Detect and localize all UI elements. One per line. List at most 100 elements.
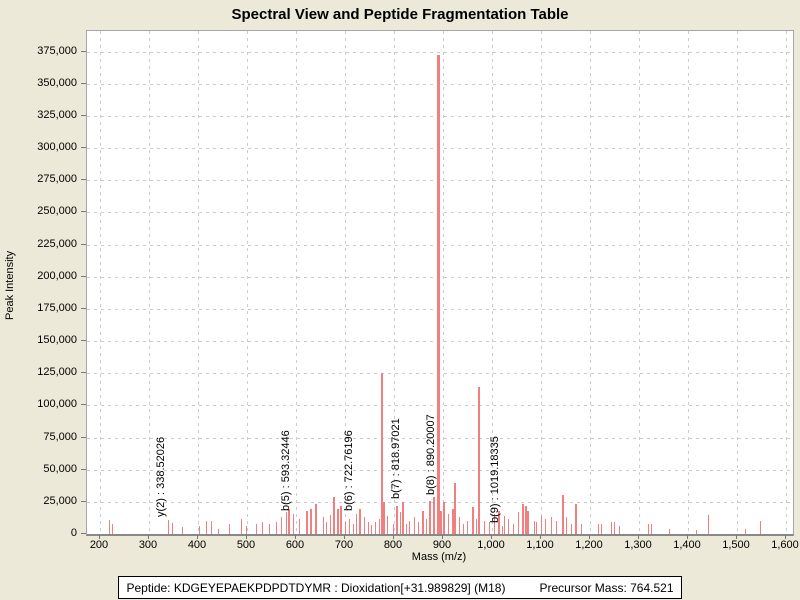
gridline-vertical [492, 31, 493, 534]
peak [551, 517, 552, 534]
peak [218, 528, 219, 534]
peak [513, 523, 514, 534]
gridline-vertical [149, 31, 150, 534]
y-tick-label: 175,000 [37, 301, 77, 314]
x-tick [540, 535, 541, 539]
x-tick [638, 535, 639, 539]
peak [400, 512, 401, 534]
peak [575, 504, 577, 534]
x-tick-label: 800 [383, 539, 403, 551]
peak [454, 482, 456, 534]
peak [489, 522, 490, 534]
peak [581, 523, 582, 534]
x-axis-title: Mass (m/z) [411, 551, 467, 563]
x-tick [393, 535, 394, 539]
x-tick-label: 300 [138, 539, 158, 551]
peak [467, 521, 468, 534]
x-tick-label: 500 [236, 539, 256, 551]
x-tick-label: 1,300 [624, 539, 652, 551]
peak [306, 510, 308, 534]
peak [476, 518, 477, 534]
gridline-horizontal [87, 83, 793, 85]
peak [504, 515, 505, 534]
y-tick [81, 533, 86, 534]
gridline-horizontal [87, 308, 793, 310]
y-tick [81, 468, 86, 470]
y-tick-label: 225,000 [37, 237, 77, 250]
peak [262, 522, 263, 534]
x-tick [148, 535, 149, 539]
y-tick [81, 211, 86, 213]
peak [502, 525, 503, 534]
peak-annotation: y(2) : 338.52026 [155, 437, 167, 518]
y-tick-label: 200,000 [37, 269, 77, 282]
peak [440, 510, 442, 534]
peak [426, 518, 427, 534]
gridline-horizontal [87, 51, 793, 53]
peak [379, 518, 380, 534]
peak [211, 520, 212, 534]
y-tick-label: 275,000 [37, 173, 77, 186]
y-tick-label: 25,000 [43, 494, 77, 507]
y-tick-label: 50,000 [43, 462, 77, 475]
peptide-info-bar: Peptide: KDGEYEPAEKPDPDTDYMR : Dioxidati… [118, 576, 682, 599]
peak [556, 521, 557, 534]
y-tick-label: 350,000 [37, 76, 77, 89]
gridline-vertical [737, 31, 738, 534]
peak [199, 525, 200, 534]
peak [494, 513, 495, 534]
gridline-horizontal [87, 244, 793, 246]
y-tick [81, 340, 86, 342]
gridline-vertical [786, 31, 787, 534]
chart-title: Spectral View and Peptide Fragmentation … [231, 6, 569, 23]
peak [276, 522, 277, 534]
y-tick [81, 179, 86, 181]
gridline-vertical [247, 31, 248, 534]
x-tick-label: 200 [89, 539, 109, 551]
peptide-label: Peptide: KDGEYEPAEKPDPDTDYMR : Dioxidati… [126, 580, 506, 595]
gridline-horizontal [87, 212, 793, 214]
y-tick [81, 82, 86, 84]
x-tick [197, 535, 198, 539]
peak [760, 521, 761, 534]
peak [566, 517, 567, 534]
precursor-mass-label: Precursor Mass: 764.521 [539, 580, 674, 595]
peak [614, 522, 615, 534]
peak [330, 514, 331, 534]
x-tick-label: 1,000 [477, 539, 505, 551]
gridline-vertical [639, 31, 640, 534]
peak [310, 509, 312, 534]
gridline-vertical [590, 31, 591, 534]
peak [168, 520, 169, 534]
peak [601, 523, 602, 534]
peak [241, 518, 242, 534]
y-tick [81, 50, 86, 52]
y-tick-label: 300,000 [37, 141, 77, 154]
gridline-horizontal [87, 341, 793, 343]
plot-area[interactable]: y(2) : 338.52026 b(5) : 593.32446 b(6) : 7… [86, 30, 794, 536]
peak [452, 508, 454, 534]
x-tick [344, 535, 345, 539]
peak [340, 505, 342, 534]
peak [433, 497, 435, 534]
peak [256, 523, 257, 534]
y-tick [81, 436, 86, 438]
peak [229, 523, 230, 534]
peak [402, 502, 404, 534]
peak [448, 513, 449, 534]
peak [598, 523, 599, 534]
y-tick-label: 125,000 [37, 366, 77, 379]
peak [364, 517, 365, 534]
peak [478, 387, 480, 534]
peak [406, 523, 407, 534]
gridline-horizontal [87, 373, 793, 375]
peak [286, 512, 287, 534]
peak [463, 523, 464, 534]
peak [381, 373, 383, 534]
peak [371, 524, 372, 534]
y-tick-label: 250,000 [37, 205, 77, 218]
peak [281, 517, 282, 534]
peak [246, 525, 247, 534]
peak [409, 521, 410, 534]
y-tick [81, 500, 86, 502]
